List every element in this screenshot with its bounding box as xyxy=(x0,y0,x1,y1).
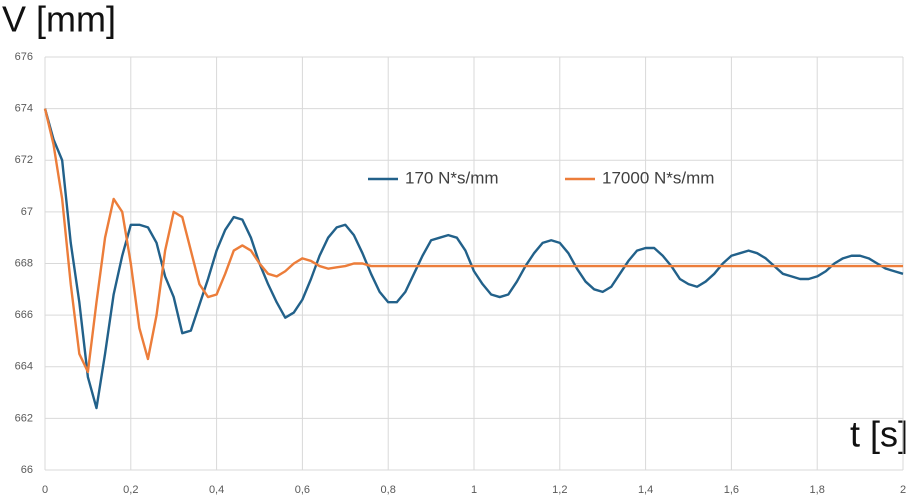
y-tick-label: 662 xyxy=(15,412,33,424)
x-tick-label: 0,8 xyxy=(381,484,396,496)
x-tick-label: 0,6 xyxy=(295,484,310,496)
y-tick-label: 676 xyxy=(15,51,33,63)
x-tick-label: 2 xyxy=(900,484,906,496)
x-axis-label: t [s] xyxy=(850,414,908,455)
x-tick-label: 1,8 xyxy=(810,484,825,496)
series-line xyxy=(43,108,903,374)
y-tick-label: 666 xyxy=(15,309,33,321)
x-tick-label: 1,2 xyxy=(552,484,567,496)
x-tick-label: 1,6 xyxy=(724,484,739,496)
y-tick-label: 672 xyxy=(15,154,33,166)
series-line xyxy=(43,108,904,410)
y-tick-label: 67 xyxy=(21,206,33,218)
y-tick-label: 664 xyxy=(15,361,33,373)
x-tick-label: 1,4 xyxy=(638,484,653,496)
y-tick-label: 66 xyxy=(21,464,33,476)
y-tick-label: 674 xyxy=(15,103,33,115)
x-tick-label: 0,2 xyxy=(123,484,138,496)
legend-label: 170 N*s/mm xyxy=(405,168,499,187)
legend-label: 17000 N*s/mm xyxy=(602,168,714,187)
x-tick-label: 1 xyxy=(471,484,477,496)
x-tick-label: 0,4 xyxy=(209,484,224,496)
y-tick-label: 668 xyxy=(15,257,33,269)
chart-title: V [mm] xyxy=(2,0,116,40)
x-tick-label: 0 xyxy=(42,484,48,496)
